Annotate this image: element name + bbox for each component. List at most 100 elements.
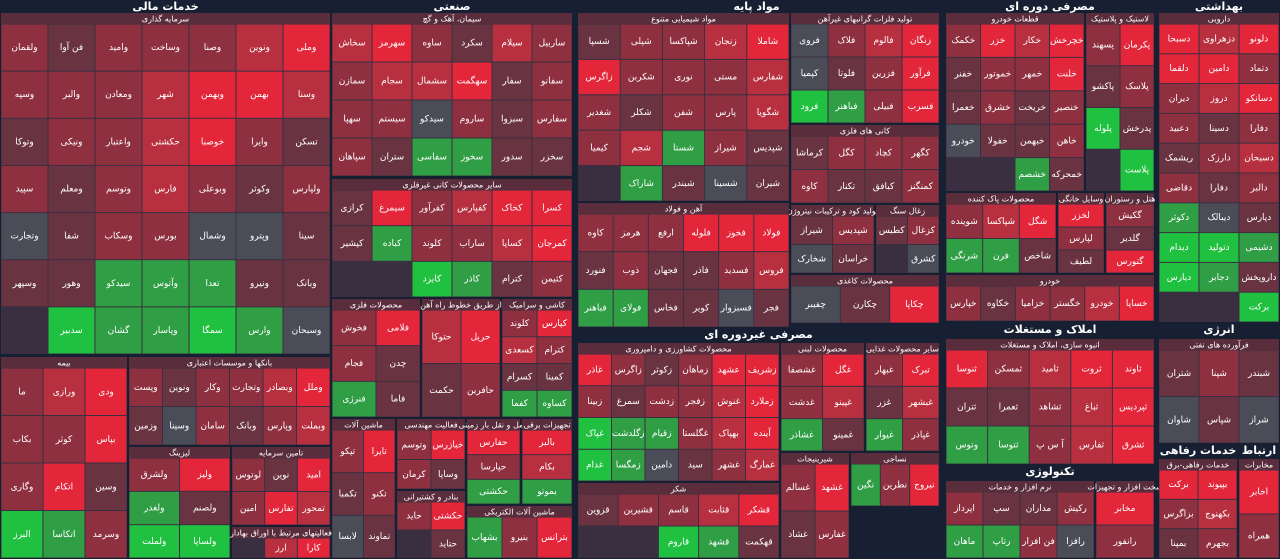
stock-cell — [1199, 54, 1239, 84]
stock-name: دیران — [1169, 94, 1190, 104]
group-title: مخابرات — [1245, 461, 1273, 470]
stock-name: وتوسم — [106, 185, 131, 195]
stock-cell — [452, 100, 492, 138]
stock-cell — [1112, 350, 1154, 388]
stock-cell — [833, 245, 874, 273]
stock-cell — [467, 430, 520, 455]
stock-name: دجابر — [1208, 273, 1229, 283]
stock-name: عشهد — [718, 365, 740, 375]
stock-name: غشصفا — [788, 366, 816, 376]
group-title: تجهیزات برقی — [523, 421, 570, 430]
stock-cell — [189, 71, 236, 118]
stock-name: غشاد — [788, 530, 808, 540]
stock-name: خراسان — [838, 254, 868, 264]
stock-cell — [1199, 173, 1239, 203]
industry-group: خدمات رفاهی-برق بپیوند برکت بکهنوج بزاگرس بجه… — [1159, 459, 1237, 558]
industry-group: شکر قشکر قثابت قاسم قشیرین قزوین قهکمت قشهد قارو… — [578, 483, 779, 558]
stock-cell — [620, 59, 662, 95]
stock-name: کزغال — [912, 226, 936, 236]
industry-group: انبوه سازی، املاک و مستغلات ثاوند ثروت ثامی… — [946, 339, 1154, 464]
stock-name: آ س پ — [1036, 439, 1064, 451]
stock-name: قشکر — [747, 506, 770, 516]
stock-cell — [372, 226, 412, 261]
group-header — [467, 506, 572, 517]
stock-name: ساوه — [422, 39, 441, 49]
sector-title: خدمات مالی — [132, 0, 198, 13]
stock-name: تکنار — [837, 182, 856, 192]
stock-name: فزرین — [872, 69, 895, 79]
stock-cell — [1050, 158, 1084, 191]
stock-cell — [180, 458, 230, 491]
stock-cell — [828, 170, 865, 203]
stock-name: زماهان — [682, 365, 708, 375]
stock-name: رتاپ — [992, 537, 1010, 547]
stock-cell — [791, 90, 828, 123]
stock-name: کسرام — [507, 372, 533, 382]
group-title: زغال سنگ — [890, 206, 925, 216]
stock-cell — [332, 62, 372, 100]
stock-name: سهگمت — [457, 75, 488, 87]
stock-name: قزوین — [587, 506, 610, 516]
stock-cell — [840, 286, 890, 323]
stock-cell — [332, 100, 372, 138]
stock-name: شیراز — [714, 143, 737, 153]
stock-name: شاملا — [758, 37, 778, 47]
stock-name: خزامیا — [1021, 299, 1044, 309]
stock-cell — [85, 463, 127, 510]
stock-cell — [946, 525, 983, 558]
stock-cell — [297, 492, 330, 525]
stock-name: تعدا — [205, 279, 220, 289]
stock-name: پدرخش — [1123, 124, 1152, 134]
stock-cell — [452, 226, 492, 261]
stock-name: امین — [240, 504, 257, 514]
stock-cell — [129, 458, 179, 491]
sector-title: مصرفی دوره ای — [1005, 0, 1095, 13]
sector-bar — [331, 0, 573, 13]
stock-name: خشصم — [1019, 170, 1046, 180]
stock-cell — [1198, 529, 1237, 558]
stock-cell — [43, 368, 85, 415]
stock-name: وبانک — [296, 279, 316, 289]
stock-name: سخوز — [460, 153, 483, 163]
stock-name: ثتوسا — [998, 441, 1019, 451]
stock-name: چکارن — [853, 300, 877, 310]
group-title: انبوه سازی، املاک و مستغلات — [1000, 341, 1100, 350]
stock-cell — [1120, 66, 1154, 107]
stock-name: وملل — [304, 383, 323, 393]
stock-name: زاگرس — [586, 71, 613, 83]
stock-name: وبهمن — [201, 90, 224, 100]
stock-cell — [578, 24, 620, 59]
stock-name: ولیز — [196, 470, 212, 480]
stock-cell — [48, 165, 95, 213]
stock-cell — [1119, 286, 1154, 321]
stock-cell — [492, 190, 532, 226]
stock-name: وگاری — [11, 480, 34, 492]
stock-name: کارا — [307, 544, 322, 554]
stock-name: بمپنا — [1171, 539, 1187, 549]
stock-cell — [1096, 525, 1154, 558]
stock-cell — [1159, 113, 1199, 143]
stock-cell — [983, 239, 1019, 273]
stock-name: شاراک — [629, 178, 654, 189]
stock-name: شکلر — [630, 108, 651, 118]
stock-name: سشمال — [417, 77, 447, 87]
stock-name: کگهر — [910, 146, 930, 158]
stock-cell — [613, 289, 648, 327]
industry-group: شیرینیجات غشهد غسالم غفارس غشاد — [781, 453, 849, 558]
stock-name: قاسم — [668, 506, 689, 516]
group-header — [1159, 339, 1279, 350]
group-header — [397, 419, 465, 430]
stock-cell — [537, 337, 572, 363]
stock-cell — [1, 24, 48, 71]
stock-name: دالبر — [1250, 183, 1268, 193]
industry-group: لاستیک و پلاستیک پکرمان پسهند پلاسک پاکشو پدر… — [1086, 13, 1154, 191]
stock-cell — [903, 386, 939, 419]
stock-name: شسینا — [714, 179, 738, 189]
stock-name: فرن — [993, 251, 1009, 261]
stock-cell — [283, 260, 330, 307]
stock-cell — [946, 24, 980, 57]
stock-cell — [747, 24, 789, 59]
stock-cell — [283, 213, 330, 260]
industry-group: فعالیت مهندسی خبازرس وتوسم وساپا کرمان — [397, 419, 465, 489]
stock-name: فن افزار — [1021, 537, 1055, 547]
